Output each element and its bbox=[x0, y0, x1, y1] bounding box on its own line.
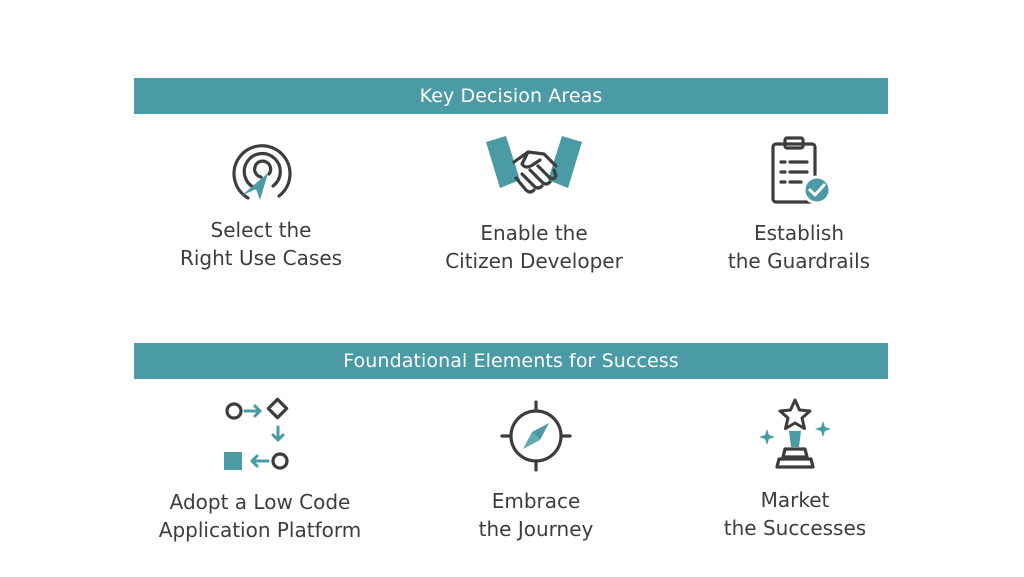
item-label-line1: Adopt a Low Code bbox=[169, 490, 351, 514]
item-label-line1: Enable the bbox=[480, 221, 588, 245]
item-label-line2: Right Use Cases bbox=[179, 246, 343, 270]
item-label: Select the Right Use Cases bbox=[131, 216, 391, 272]
compass-icon bbox=[500, 400, 572, 472]
target-cursor-icon bbox=[232, 144, 292, 200]
item-label-line1: Market bbox=[760, 488, 830, 512]
item-adopt-low-code: Adopt a Low Code Application Platform bbox=[130, 397, 390, 544]
item-label-line1: Embrace bbox=[491, 489, 581, 513]
item-select-use-cases: Select the Right Use Cases bbox=[131, 136, 391, 272]
item-label-line1: Establish bbox=[753, 221, 845, 245]
section-banner-foundational-elements: Foundational Elements for Success bbox=[134, 343, 888, 379]
item-establish-guardrails: Establish the Guardrails bbox=[669, 134, 929, 275]
item-market-successes: Market the Successes bbox=[665, 395, 925, 542]
section-banner-key-decision-areas: Key Decision Areas bbox=[134, 78, 888, 114]
item-label-line2: Citizen Developer bbox=[445, 249, 623, 273]
item-label-line2: Application Platform bbox=[158, 518, 362, 542]
item-label: Enable the Citizen Developer bbox=[404, 219, 664, 275]
item-label: Embrace the Journey bbox=[406, 487, 666, 543]
section-title: Foundational Elements for Success bbox=[343, 350, 679, 372]
item-embrace-journey: Embrace the Journey bbox=[406, 396, 666, 543]
clipboard-check-icon bbox=[771, 136, 832, 205]
item-label: Establish the Guardrails bbox=[669, 219, 929, 275]
item-label-line2: the Successes bbox=[723, 516, 867, 540]
item-label-line2: the Journey bbox=[478, 517, 594, 541]
item-enable-citizen-developer: Enable the Citizen Developer bbox=[404, 132, 664, 275]
item-label: Market the Successes bbox=[665, 486, 925, 542]
process-flow-icon bbox=[224, 397, 289, 470]
trophy-star-icon bbox=[759, 398, 831, 469]
item-label-line2: the Guardrails bbox=[727, 249, 871, 273]
item-label-line1: Select the bbox=[210, 218, 312, 242]
section-title: Key Decision Areas bbox=[419, 85, 603, 107]
handshake-icon bbox=[486, 136, 582, 194]
item-label: Adopt a Low Code Application Platform bbox=[130, 488, 390, 544]
